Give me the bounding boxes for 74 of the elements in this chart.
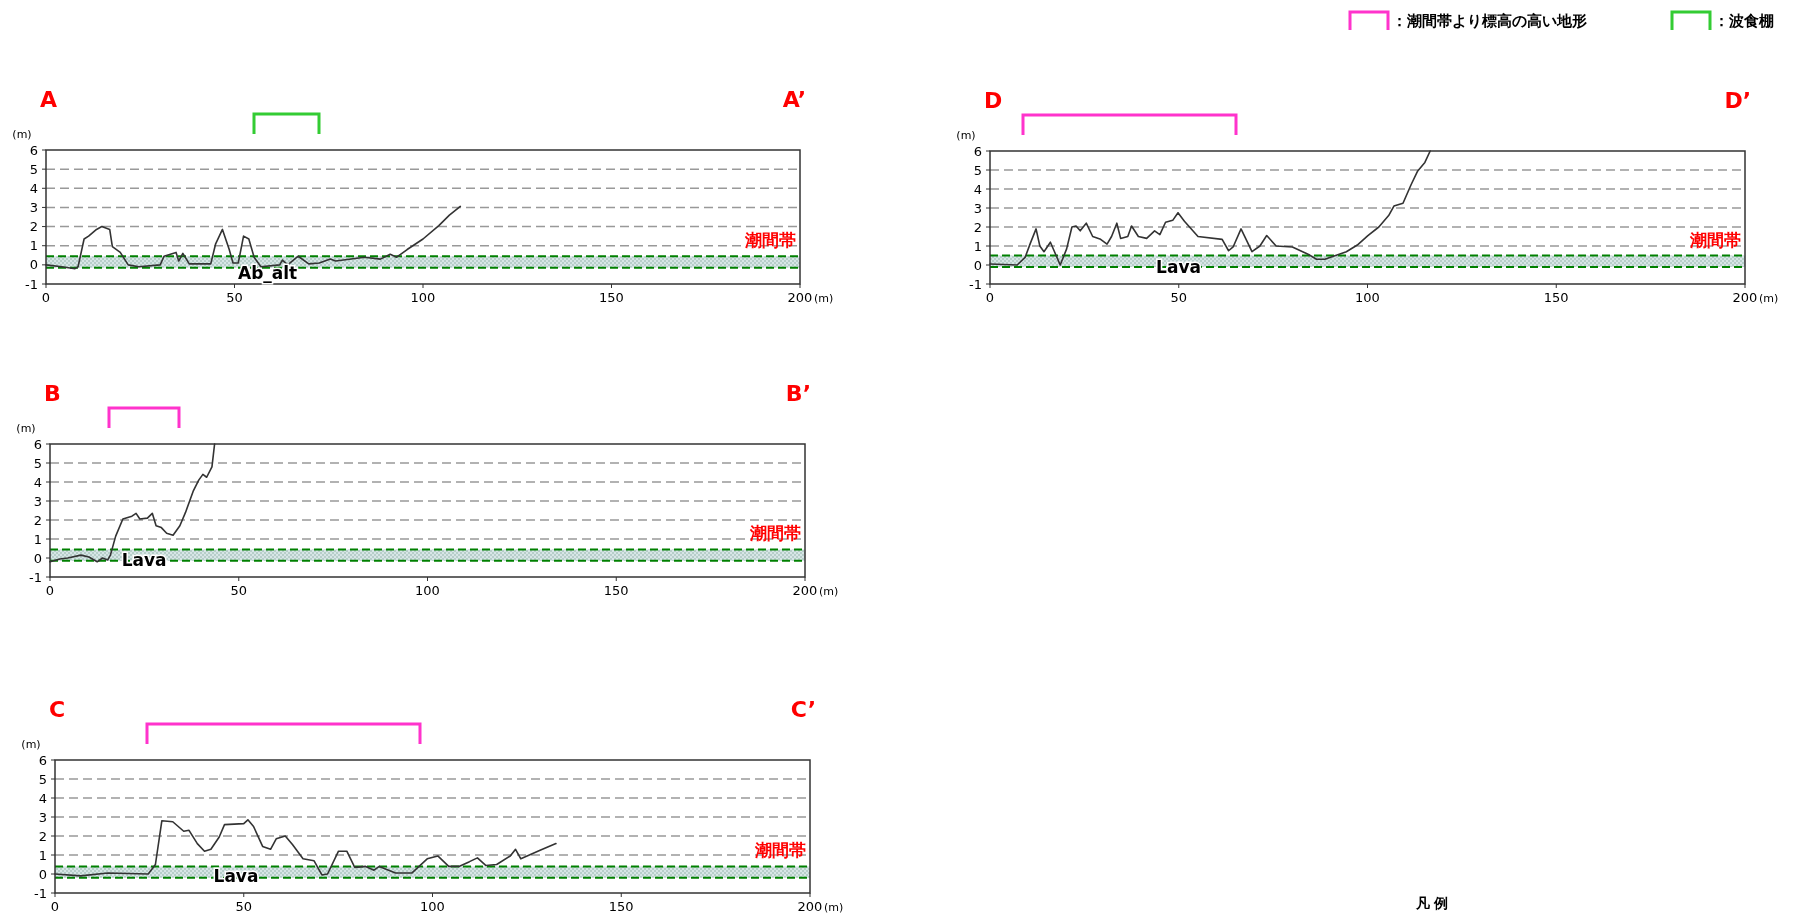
y-tick-label: 1 (33, 531, 42, 547)
x-tick-label: 200 (797, 899, 823, 913)
band-label: 潮間帯 (749, 523, 801, 544)
y-axis-title: (m) (21, 738, 41, 751)
x-tick-label: 50 (235, 899, 253, 913)
y-tick-label: 5 (38, 771, 47, 787)
y-tick-label: 3 (38, 809, 47, 825)
x-tick-label: 200 (792, 583, 818, 598)
chart-subtitle: D’ (1724, 88, 1751, 113)
y-axis-title: (m) (956, 129, 976, 142)
x-axis-title: (m) (814, 292, 834, 305)
annotation: Ab_alt (238, 263, 298, 283)
y-axis-title: (m) (12, 128, 32, 141)
band-label: 潮間帯 (754, 840, 806, 861)
y-tick-label: 2 (973, 219, 982, 235)
y-tick-label: 5 (29, 161, 38, 177)
x-tick-label: 100 (420, 899, 445, 913)
x-tick-label: 100 (410, 290, 436, 305)
y-tick-label: 0 (973, 257, 982, 273)
y-axis-title: (m) (16, 422, 36, 435)
x-axis-title: (m) (824, 901, 844, 913)
y-tick-label: -1 (25, 276, 38, 292)
y-tick-label: -1 (34, 885, 47, 901)
x-tick-label: 150 (608, 899, 634, 913)
x-tick-label: 200 (1732, 290, 1758, 305)
x-tick-label: 50 (1170, 290, 1188, 305)
y-tick-label: 0 (38, 866, 47, 882)
x-axis-title: (m) (819, 585, 839, 598)
chart-title: A (40, 87, 58, 112)
x-tick-label: 150 (599, 290, 624, 305)
y-tick-label: 6 (973, 143, 982, 159)
y-tick-label: -1 (29, 569, 42, 585)
y-tick-label: 3 (973, 200, 982, 216)
y-tick-label: 6 (38, 752, 47, 768)
x-tick-label: 100 (415, 583, 440, 598)
y-tick-label: 2 (38, 828, 47, 844)
x-tick-label: 100 (1355, 290, 1380, 305)
y-tick-label: 4 (29, 180, 38, 196)
y-tick-label: 4 (38, 790, 47, 806)
y-tick-label: 0 (29, 257, 38, 273)
x-tick-label: 150 (603, 583, 629, 598)
y-tick-label: 1 (973, 238, 982, 254)
chart-title: B (44, 381, 61, 406)
y-tick-label: 2 (33, 512, 42, 528)
y-tick-label: 1 (38, 847, 47, 863)
chart-subtitle: A’ (782, 87, 806, 112)
x-tick-label: 0 (50, 899, 60, 913)
chart-title: C (49, 697, 66, 722)
chart-subtitle: B’ (785, 381, 811, 406)
y-tick-label: 6 (33, 436, 42, 452)
x-tick-label: 50 (226, 290, 243, 305)
band-label: 潮間帯 (744, 230, 796, 251)
y-tick-label: 2 (29, 219, 38, 235)
y-tick-label: 5 (33, 455, 42, 471)
chart-subtitle: C’ (790, 697, 816, 722)
x-axis-title: (m) (1759, 292, 1779, 305)
y-tick-label: 6 (29, 142, 38, 158)
x-tick-label: 50 (230, 583, 248, 598)
y-tick-label: 3 (33, 493, 42, 509)
x-tick-label: 150 (1543, 290, 1569, 305)
y-tick-label: -1 (969, 276, 982, 292)
text: 凡 例 (1414, 895, 1449, 911)
y-tick-label: 4 (33, 474, 42, 490)
y-tick-label: 5 (973, 162, 982, 178)
band-label: 潮間帯 (1689, 229, 1741, 250)
x-tick-label: 200 (787, 290, 813, 305)
x-tick-label: 0 (985, 290, 995, 305)
y-tick-label: 4 (973, 181, 982, 197)
text: ：潮間帯より標高の高い地形 (1392, 12, 1587, 30)
y-tick-label: 3 (29, 199, 38, 215)
chart-title: D (984, 88, 1003, 113)
text: ：波食棚 (1714, 12, 1774, 30)
y-tick-label: 0 (33, 550, 42, 566)
y-tick-label: 1 (29, 238, 38, 254)
